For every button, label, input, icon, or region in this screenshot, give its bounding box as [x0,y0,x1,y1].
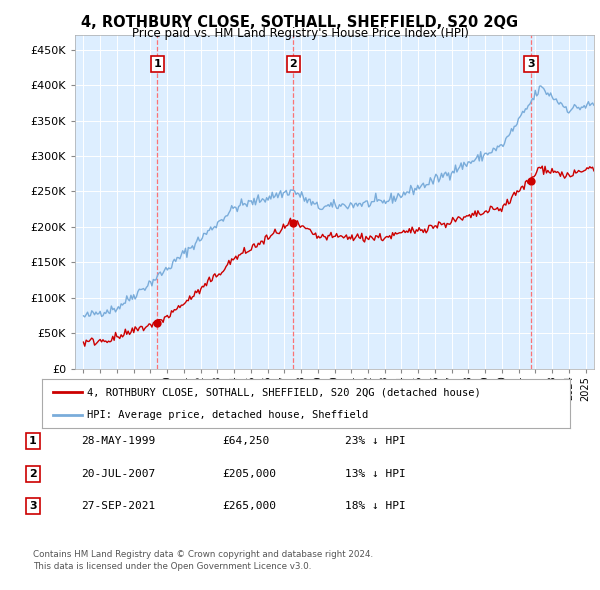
Text: 1: 1 [154,59,161,69]
Text: 4, ROTHBURY CLOSE, SOTHALL, SHEFFIELD, S20 2QG (detached house): 4, ROTHBURY CLOSE, SOTHALL, SHEFFIELD, S… [87,388,481,398]
Text: Contains HM Land Registry data © Crown copyright and database right 2024.: Contains HM Land Registry data © Crown c… [33,550,373,559]
Text: 23% ↓ HPI: 23% ↓ HPI [345,437,406,446]
Text: 2: 2 [290,59,298,69]
Text: 13% ↓ HPI: 13% ↓ HPI [345,469,406,478]
Text: 20-JUL-2007: 20-JUL-2007 [81,469,155,478]
Text: Price paid vs. HM Land Registry's House Price Index (HPI): Price paid vs. HM Land Registry's House … [131,27,469,40]
Text: 2: 2 [29,469,37,478]
Text: 28-MAY-1999: 28-MAY-1999 [81,437,155,446]
Text: 27-SEP-2021: 27-SEP-2021 [81,502,155,511]
Text: 3: 3 [29,502,37,511]
Text: £265,000: £265,000 [222,502,276,511]
Text: 1: 1 [29,437,37,446]
Text: 4, ROTHBURY CLOSE, SOTHALL, SHEFFIELD, S20 2QG: 4, ROTHBURY CLOSE, SOTHALL, SHEFFIELD, S… [82,15,518,30]
Text: HPI: Average price, detached house, Sheffield: HPI: Average price, detached house, Shef… [87,409,368,419]
Text: £205,000: £205,000 [222,469,276,478]
Text: £64,250: £64,250 [222,437,269,446]
Text: This data is licensed under the Open Government Licence v3.0.: This data is licensed under the Open Gov… [33,562,311,571]
Text: 18% ↓ HPI: 18% ↓ HPI [345,502,406,511]
Text: 3: 3 [527,59,535,69]
